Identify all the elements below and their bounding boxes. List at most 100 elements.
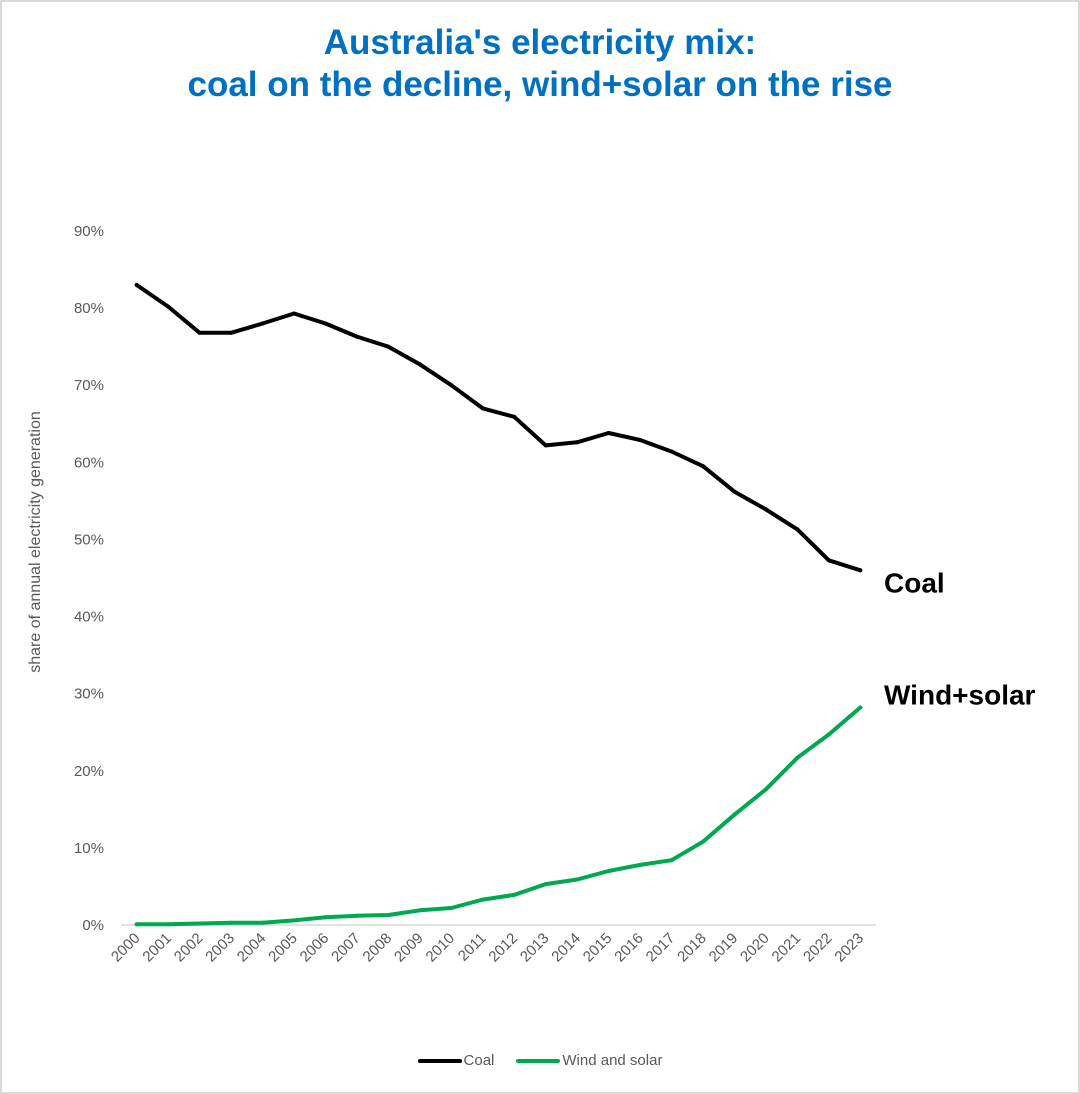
series-end-label-wind-solar: Wind+solar — [884, 680, 1036, 711]
data-point — [858, 705, 863, 710]
x-tick-label: 2017 — [643, 930, 679, 966]
x-tick-label: 2008 — [360, 930, 396, 966]
x-axis-ticks: 2000200120022003200420052006200720082009… — [108, 930, 867, 966]
chart-title: Australia's electricity mix: coal on the… — [0, 22, 1080, 106]
series-end-labels: Coal Wind+solar — [884, 567, 1036, 710]
data-point — [606, 431, 611, 435]
data-point — [638, 438, 643, 442]
data-point — [826, 558, 831, 563]
data-point — [575, 877, 580, 882]
data-point — [638, 862, 643, 867]
legend-label-coal: Coal — [463, 1052, 495, 1069]
y-tick-label: 40% — [74, 609, 104, 626]
x-tick-label: 2022 — [800, 930, 836, 966]
y-tick-label: 30% — [74, 686, 104, 703]
data-point — [795, 527, 800, 532]
legend-label-wind-solar: Wind and solar — [562, 1052, 663, 1069]
legend-item-coal: Coal — [417, 1052, 495, 1069]
y-tick-label: 60% — [74, 454, 104, 471]
x-tick-label: 2009 — [391, 930, 427, 966]
x-tick-label: 2004 — [234, 930, 270, 966]
legend-swatch-wind-solar — [516, 1058, 561, 1063]
data-point — [197, 330, 202, 335]
data-point — [386, 913, 391, 917]
data-point — [417, 362, 422, 367]
data-point — [858, 568, 863, 573]
y-tick-label: 70% — [74, 377, 104, 394]
y-axis-ticks: 0% 10% 20% 30% 40% 50% 60% 70% 80% 90% — [74, 223, 104, 934]
x-tick-label: 2015 — [580, 930, 616, 966]
data-point — [606, 869, 611, 873]
data-point — [763, 507, 768, 512]
x-tick-label: 2020 — [737, 930, 773, 966]
data-point — [669, 449, 674, 454]
data-point — [480, 897, 485, 902]
legend-item-wind-solar: Wind and solar — [516, 1052, 662, 1069]
data-point — [669, 858, 674, 863]
data-point — [292, 311, 296, 316]
data-point — [134, 283, 139, 287]
data-point — [197, 921, 202, 926]
x-tick-label: 2006 — [297, 930, 333, 966]
chart-title-line-1: Australia's electricity mix: — [323, 23, 757, 62]
data-point — [229, 920, 234, 925]
x-tick-label: 2023 — [831, 930, 867, 966]
data-point — [763, 787, 768, 792]
data-point — [166, 922, 171, 927]
data-point — [323, 321, 328, 326]
y-tick-label: 20% — [74, 763, 104, 780]
data-point — [732, 489, 737, 494]
data-point — [134, 922, 139, 927]
data-point — [166, 304, 171, 309]
series-end-label-coal: Coal — [884, 567, 945, 598]
data-point — [260, 920, 265, 925]
x-tick-label: 2021 — [769, 930, 805, 966]
x-tick-label: 2002 — [171, 930, 207, 966]
data-point — [260, 321, 265, 326]
data-point — [386, 344, 391, 349]
y-tick-label: 90% — [74, 223, 104, 240]
y-axis-label: share of annual electricity generation — [27, 411, 44, 673]
x-tick-label: 2012 — [485, 930, 521, 966]
data-point — [480, 406, 485, 411]
y-tick-label: 50% — [74, 531, 104, 548]
data-point — [543, 443, 548, 448]
legend-swatch-coal — [417, 1058, 462, 1063]
x-tick-label: 2014 — [548, 930, 584, 966]
x-tick-label: 2013 — [517, 930, 553, 966]
data-point — [229, 330, 234, 335]
data-point — [449, 906, 454, 910]
series-line-wind-solar — [134, 705, 863, 927]
data-point — [449, 383, 454, 388]
data-point — [575, 440, 580, 445]
chart-title-line-2: coal on the decline, wind+solar on the r… — [187, 65, 893, 104]
series-line-coal — [134, 283, 863, 573]
y-tick-label: 0% — [82, 917, 104, 934]
x-tick-label: 2011 — [455, 930, 490, 965]
data-point — [512, 414, 517, 419]
x-tick-label: 2001 — [139, 930, 175, 966]
x-tick-label: 2005 — [265, 930, 301, 966]
x-tick-label: 2010 — [423, 930, 459, 966]
data-point — [417, 908, 422, 913]
x-tick-label: 2016 — [611, 930, 647, 966]
data-point — [512, 892, 517, 897]
y-tick-label: 80% — [74, 300, 104, 317]
data-point — [354, 913, 359, 918]
data-point — [701, 839, 705, 844]
data-point — [323, 915, 328, 920]
data-point — [732, 812, 737, 817]
x-tick-label: 2007 — [328, 930, 364, 966]
data-point — [826, 732, 831, 737]
data-point — [292, 918, 296, 923]
y-tick-label: 10% — [74, 840, 104, 857]
data-point — [795, 755, 800, 760]
data-point — [354, 334, 359, 339]
x-tick-label: 2019 — [706, 930, 742, 966]
data-point — [543, 882, 548, 887]
data-point — [701, 464, 705, 469]
series-layer — [134, 283, 863, 927]
legend: Coal Wind and solar — [0, 1052, 1080, 1069]
